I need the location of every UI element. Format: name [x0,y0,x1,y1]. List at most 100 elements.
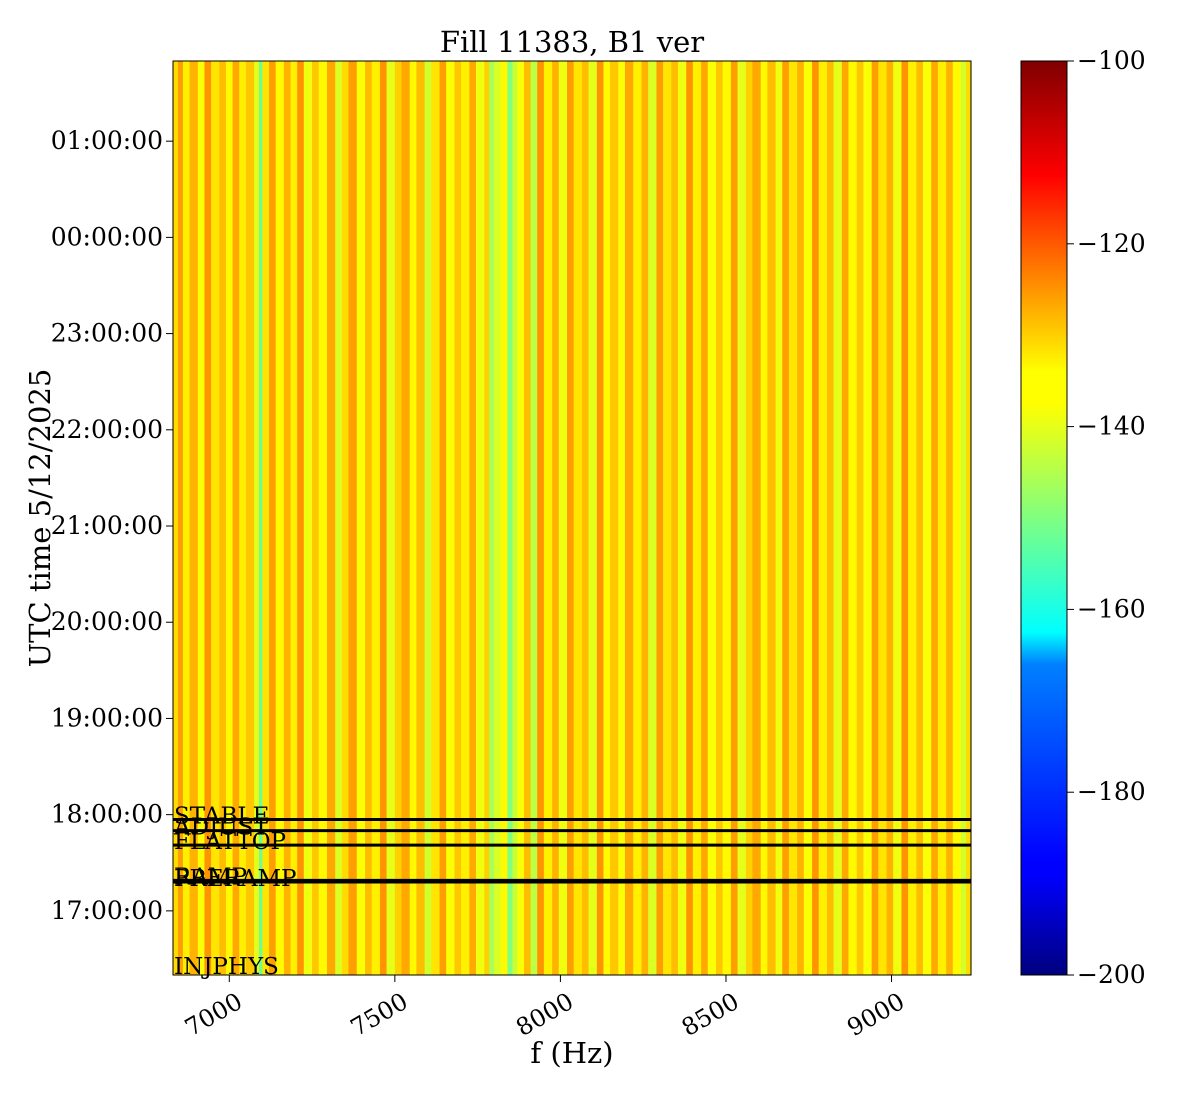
heatmap-band [318,61,328,975]
heatmap-band [841,61,850,975]
x-tick-label: 7000 [180,987,247,1042]
y-tick-label: 23:00:00 [51,319,163,348]
heatmap-band [225,61,234,975]
heatmap-band [818,61,828,975]
heatmap-band [788,61,798,975]
heatmap-band [730,61,739,975]
heatmap-band [454,61,462,975]
heatmap-band [269,61,277,975]
y-tick-label: 20:00:00 [51,607,163,636]
heatmap-band [424,61,432,975]
heatmap-band [624,61,634,975]
heatmap-band [937,61,947,975]
x-axis-label: f (Hz) [530,1036,613,1070]
heatmap-band [886,61,894,975]
heatmap-band [782,61,790,975]
heatmap-band [745,61,754,975]
heatmap-band [946,61,954,975]
heatmap-band [641,61,649,975]
colorbar-tick-label: −100 [1077,46,1146,75]
heatmap-band [573,61,583,975]
heatmap-band [543,61,553,975]
heatmap-band [446,61,456,975]
heatmap-band [916,61,924,975]
x-axis-ticks: 7000 7500 8000 8500 9000 [180,975,909,1042]
heatmap-band [848,61,858,975]
heatmap-band [211,61,220,975]
heatmap-band [775,61,783,975]
heatmap-band [833,61,843,975]
heatmap-band [189,61,199,975]
heatmap-band [760,61,768,975]
colorbar-tick-label: −160 [1077,594,1146,623]
heatmap-band [475,61,485,975]
heatmap-band [677,61,687,975]
heatmap-band [232,61,240,975]
heatmap-band [663,61,672,975]
heatmap-band [961,61,967,975]
heatmap-band [610,61,619,975]
heatmap-band [469,61,477,975]
heatmap-band [394,61,403,975]
heatmap-band [656,61,664,975]
heatmap-band [552,61,560,975]
y-tick-label: 18:00:00 [51,800,163,829]
annotation-label: RAMP [174,864,247,890]
heatmap-band [671,61,679,975]
heatmap-band [439,61,447,975]
heatmap-band [371,61,381,975]
y-tick-label: 22:00:00 [51,415,163,444]
heatmap-band [701,61,709,975]
heatmap-band [335,61,343,975]
heatmap-band [588,61,598,975]
heatmap-band [275,61,285,975]
heatmap-band [356,61,366,975]
heatmap-band [797,61,805,975]
heatmap-band [581,61,590,975]
heatmap-band [767,61,777,975]
y-tick-label: 19:00:00 [51,703,163,732]
y-tick-label: 00:00:00 [51,222,163,251]
plot-frame [172,60,972,976]
heatmap-band [596,61,605,975]
heatmap-band [618,61,626,975]
heatmap-band [648,61,658,975]
heatmap-band [219,61,227,975]
colorbar-tick-label: −200 [1077,960,1146,989]
heatmap-band [303,61,313,975]
heatmap-band [245,61,255,975]
heatmap-band [530,61,538,975]
heatmap-band [856,61,864,975]
heatmap-band [512,61,518,975]
heatmap-band [901,61,909,975]
heatmap-band [365,61,373,975]
chart-title: Fill 11383, B1 ver [440,25,704,59]
annotation-label: ADJUST [173,815,269,841]
heatmap-band [507,61,513,975]
y-axis-ticks: 17:00:00 18:00:00 19:00:00 20:00:00 21:00:00… [51,126,173,925]
y-tick-label: 21:00:00 [51,511,163,540]
heatmap-band [537,61,545,975]
heatmap-band [500,61,509,975]
heatmap-band [952,61,962,975]
heatmap-band [908,61,917,975]
heatmap-band [633,61,643,975]
colorbar-tick-label: −180 [1077,777,1146,806]
colorbar-ticks: −100 −120 −140 −160 −180 −200 [1067,46,1146,989]
heatmap-band [567,61,575,975]
heatmap-band [177,61,184,975]
x-tick-label: 8500 [677,987,744,1042]
heatmap-band [752,61,762,975]
heatmap-band [558,61,568,975]
heatmap-band [737,61,747,975]
heatmap-band [494,61,502,975]
y-axis-label: UTC time 5/12/2025 [23,369,57,668]
heatmap-band [484,61,490,975]
heatmap-band [863,61,873,975]
x-tick-label: 8000 [511,987,578,1042]
heatmap-band [826,61,835,975]
heatmap-band [386,61,396,975]
heatmap-band [722,61,732,975]
